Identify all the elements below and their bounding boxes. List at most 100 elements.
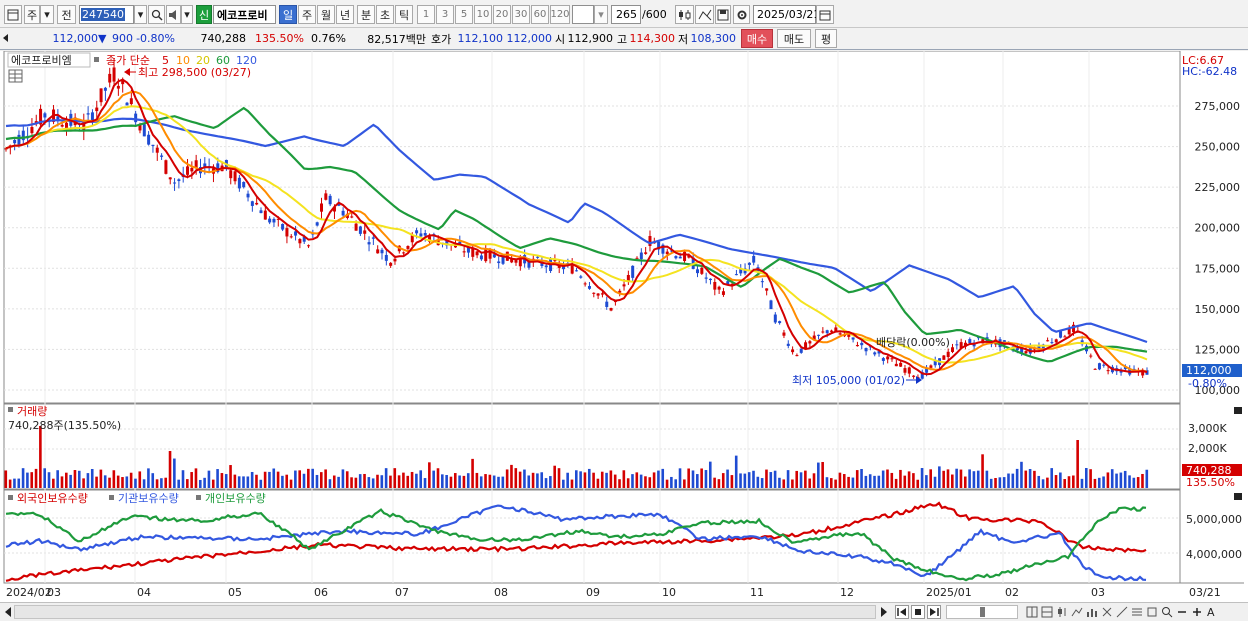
period-tab-year[interactable]: 년 bbox=[336, 5, 354, 24]
collapse-arrow-icon[interactable] bbox=[0, 29, 12, 46]
gear-icon[interactable] bbox=[733, 5, 750, 24]
period-select[interactable]: 주 bbox=[24, 5, 40, 24]
tool-cross-icon[interactable] bbox=[1101, 606, 1113, 618]
interval-30[interactable]: 30 bbox=[512, 5, 530, 24]
stock-chart-svg[interactable]: 275,000 250,000 225,000 200,000 175,000 150,0… bbox=[0, 50, 1248, 602]
period-tab-second[interactable]: 초 bbox=[376, 5, 394, 24]
sound-dropdown-icon[interactable]: ▾ bbox=[181, 5, 193, 24]
interval-20[interactable]: 20 bbox=[493, 5, 511, 24]
calendar-icon[interactable] bbox=[816, 5, 834, 24]
volume-pane-close-icon[interactable] bbox=[1234, 407, 1242, 414]
candle-body bbox=[812, 335, 816, 341]
candle-body bbox=[808, 341, 812, 344]
interval-dropdown-icon[interactable]: ▾ bbox=[594, 5, 608, 24]
candle-body bbox=[929, 365, 933, 368]
interval-60[interactable]: 60 bbox=[531, 5, 549, 24]
candle-body bbox=[683, 251, 687, 262]
candle-body bbox=[544, 265, 548, 268]
zoom-in-icon[interactable] bbox=[1191, 606, 1203, 618]
volume-bar bbox=[851, 477, 855, 488]
interval-120[interactable]: 120 bbox=[550, 5, 570, 24]
period-tab-tick[interactable]: 틱 bbox=[395, 5, 413, 24]
candle-body bbox=[868, 346, 872, 348]
candle-body bbox=[765, 288, 769, 291]
volume-bar bbox=[458, 475, 461, 488]
volume-bar bbox=[579, 471, 582, 488]
tool-trend-icon[interactable] bbox=[1116, 606, 1128, 618]
candle-body bbox=[462, 251, 466, 253]
zoom-slider-handle[interactable] bbox=[980, 607, 985, 617]
price-pane-marker-icon bbox=[94, 57, 99, 62]
buy-button[interactable]: 매수 bbox=[741, 29, 773, 48]
prev-button[interactable]: 전 bbox=[57, 5, 76, 24]
stock-name-field[interactable]: 에코프로비 bbox=[213, 5, 276, 24]
code-dropdown-icon[interactable]: ▾ bbox=[134, 5, 147, 24]
volume-bar bbox=[285, 474, 289, 488]
interval-10[interactable]: 10 bbox=[474, 5, 492, 24]
tool-line-icon[interactable] bbox=[1071, 606, 1083, 618]
chart-area[interactable]: 275,000 250,000 225,000 200,000 175,000 150,0… bbox=[0, 50, 1248, 602]
volume-bar bbox=[743, 473, 747, 488]
tool-bar-icon[interactable] bbox=[1086, 606, 1098, 618]
volume-bar bbox=[116, 475, 120, 488]
candle-type-icon[interactable] bbox=[675, 5, 694, 24]
scroll-right-icon[interactable] bbox=[880, 606, 888, 618]
candle-body bbox=[752, 255, 756, 263]
sound-icon[interactable] bbox=[166, 5, 181, 24]
period-tab-day[interactable]: 일 bbox=[279, 5, 297, 24]
stock-code-input[interactable]: 247540 bbox=[79, 5, 134, 24]
tool-layout-icon[interactable] bbox=[1026, 606, 1038, 618]
tool-split-icon[interactable] bbox=[1041, 606, 1053, 618]
candle-body bbox=[527, 258, 531, 268]
date-input[interactable]: 2025/03/21 bbox=[753, 5, 820, 24]
font-size-icon[interactable]: A bbox=[1206, 606, 1218, 618]
volume-bar bbox=[886, 469, 889, 488]
down-arrow-icon: ▼ bbox=[98, 32, 107, 45]
zoom-slider[interactable] bbox=[946, 605, 1018, 619]
interval-5[interactable]: 5 bbox=[455, 5, 473, 24]
candle-body bbox=[466, 246, 470, 253]
search-icon[interactable] bbox=[148, 5, 165, 24]
ma-120-label: 120 bbox=[236, 54, 257, 67]
candle-body bbox=[255, 202, 259, 205]
candle-body bbox=[17, 134, 21, 146]
quote-bar: 112,000 ▼ 900 -0.80% 740,288 135.50% 0.7… bbox=[0, 28, 1248, 50]
scroll-track[interactable] bbox=[14, 605, 876, 619]
candle-body bbox=[186, 166, 190, 175]
layout-icon[interactable] bbox=[4, 5, 22, 24]
stop-icon[interactable] bbox=[911, 605, 925, 619]
period-tab-week[interactable]: 주 bbox=[298, 5, 316, 24]
draw-tool-icon[interactable] bbox=[695, 5, 714, 24]
tool-candle-icon[interactable] bbox=[1056, 606, 1068, 618]
interval-3[interactable]: 3 bbox=[436, 5, 454, 24]
period-tab-minute[interactable]: 분 bbox=[357, 5, 375, 24]
x-axis-label: 03 bbox=[47, 586, 61, 599]
volume-bar bbox=[968, 469, 971, 488]
candle-body bbox=[315, 222, 319, 226]
volume-bar bbox=[90, 469, 94, 488]
period-tab-month[interactable]: 월 bbox=[317, 5, 335, 24]
volume-bar bbox=[765, 469, 768, 488]
candle-body bbox=[484, 248, 488, 262]
interval-1[interactable]: 1 bbox=[417, 5, 435, 24]
period-dropdown-icon[interactable]: ▾ bbox=[40, 5, 54, 24]
volume-pane[interactable] bbox=[3, 403, 1181, 490]
bar-count-input[interactable]: 265 bbox=[611, 5, 641, 24]
scroll-left-icon[interactable] bbox=[4, 606, 12, 618]
zoom-out-icon[interactable] bbox=[1176, 606, 1188, 618]
price-pane-name-box[interactable] bbox=[7, 52, 91, 68]
tool-fib-icon[interactable] bbox=[1131, 606, 1143, 618]
tool-fit-icon[interactable] bbox=[1146, 606, 1158, 618]
interval-custom-input[interactable] bbox=[572, 5, 594, 24]
jump-first-icon[interactable] bbox=[895, 605, 909, 619]
holdings-pane-close-icon[interactable] bbox=[1234, 493, 1242, 500]
tool-zoom-icon[interactable] bbox=[1161, 606, 1173, 618]
volume-bar bbox=[103, 475, 107, 488]
eval-button[interactable]: 평 bbox=[815, 29, 837, 48]
save-icon[interactable] bbox=[715, 5, 731, 24]
jump-last-icon[interactable] bbox=[927, 605, 941, 619]
candle-body bbox=[402, 252, 406, 254]
candle-body bbox=[553, 259, 557, 262]
sell-button[interactable]: 매도 bbox=[777, 29, 811, 48]
volume-bar bbox=[211, 479, 215, 488]
